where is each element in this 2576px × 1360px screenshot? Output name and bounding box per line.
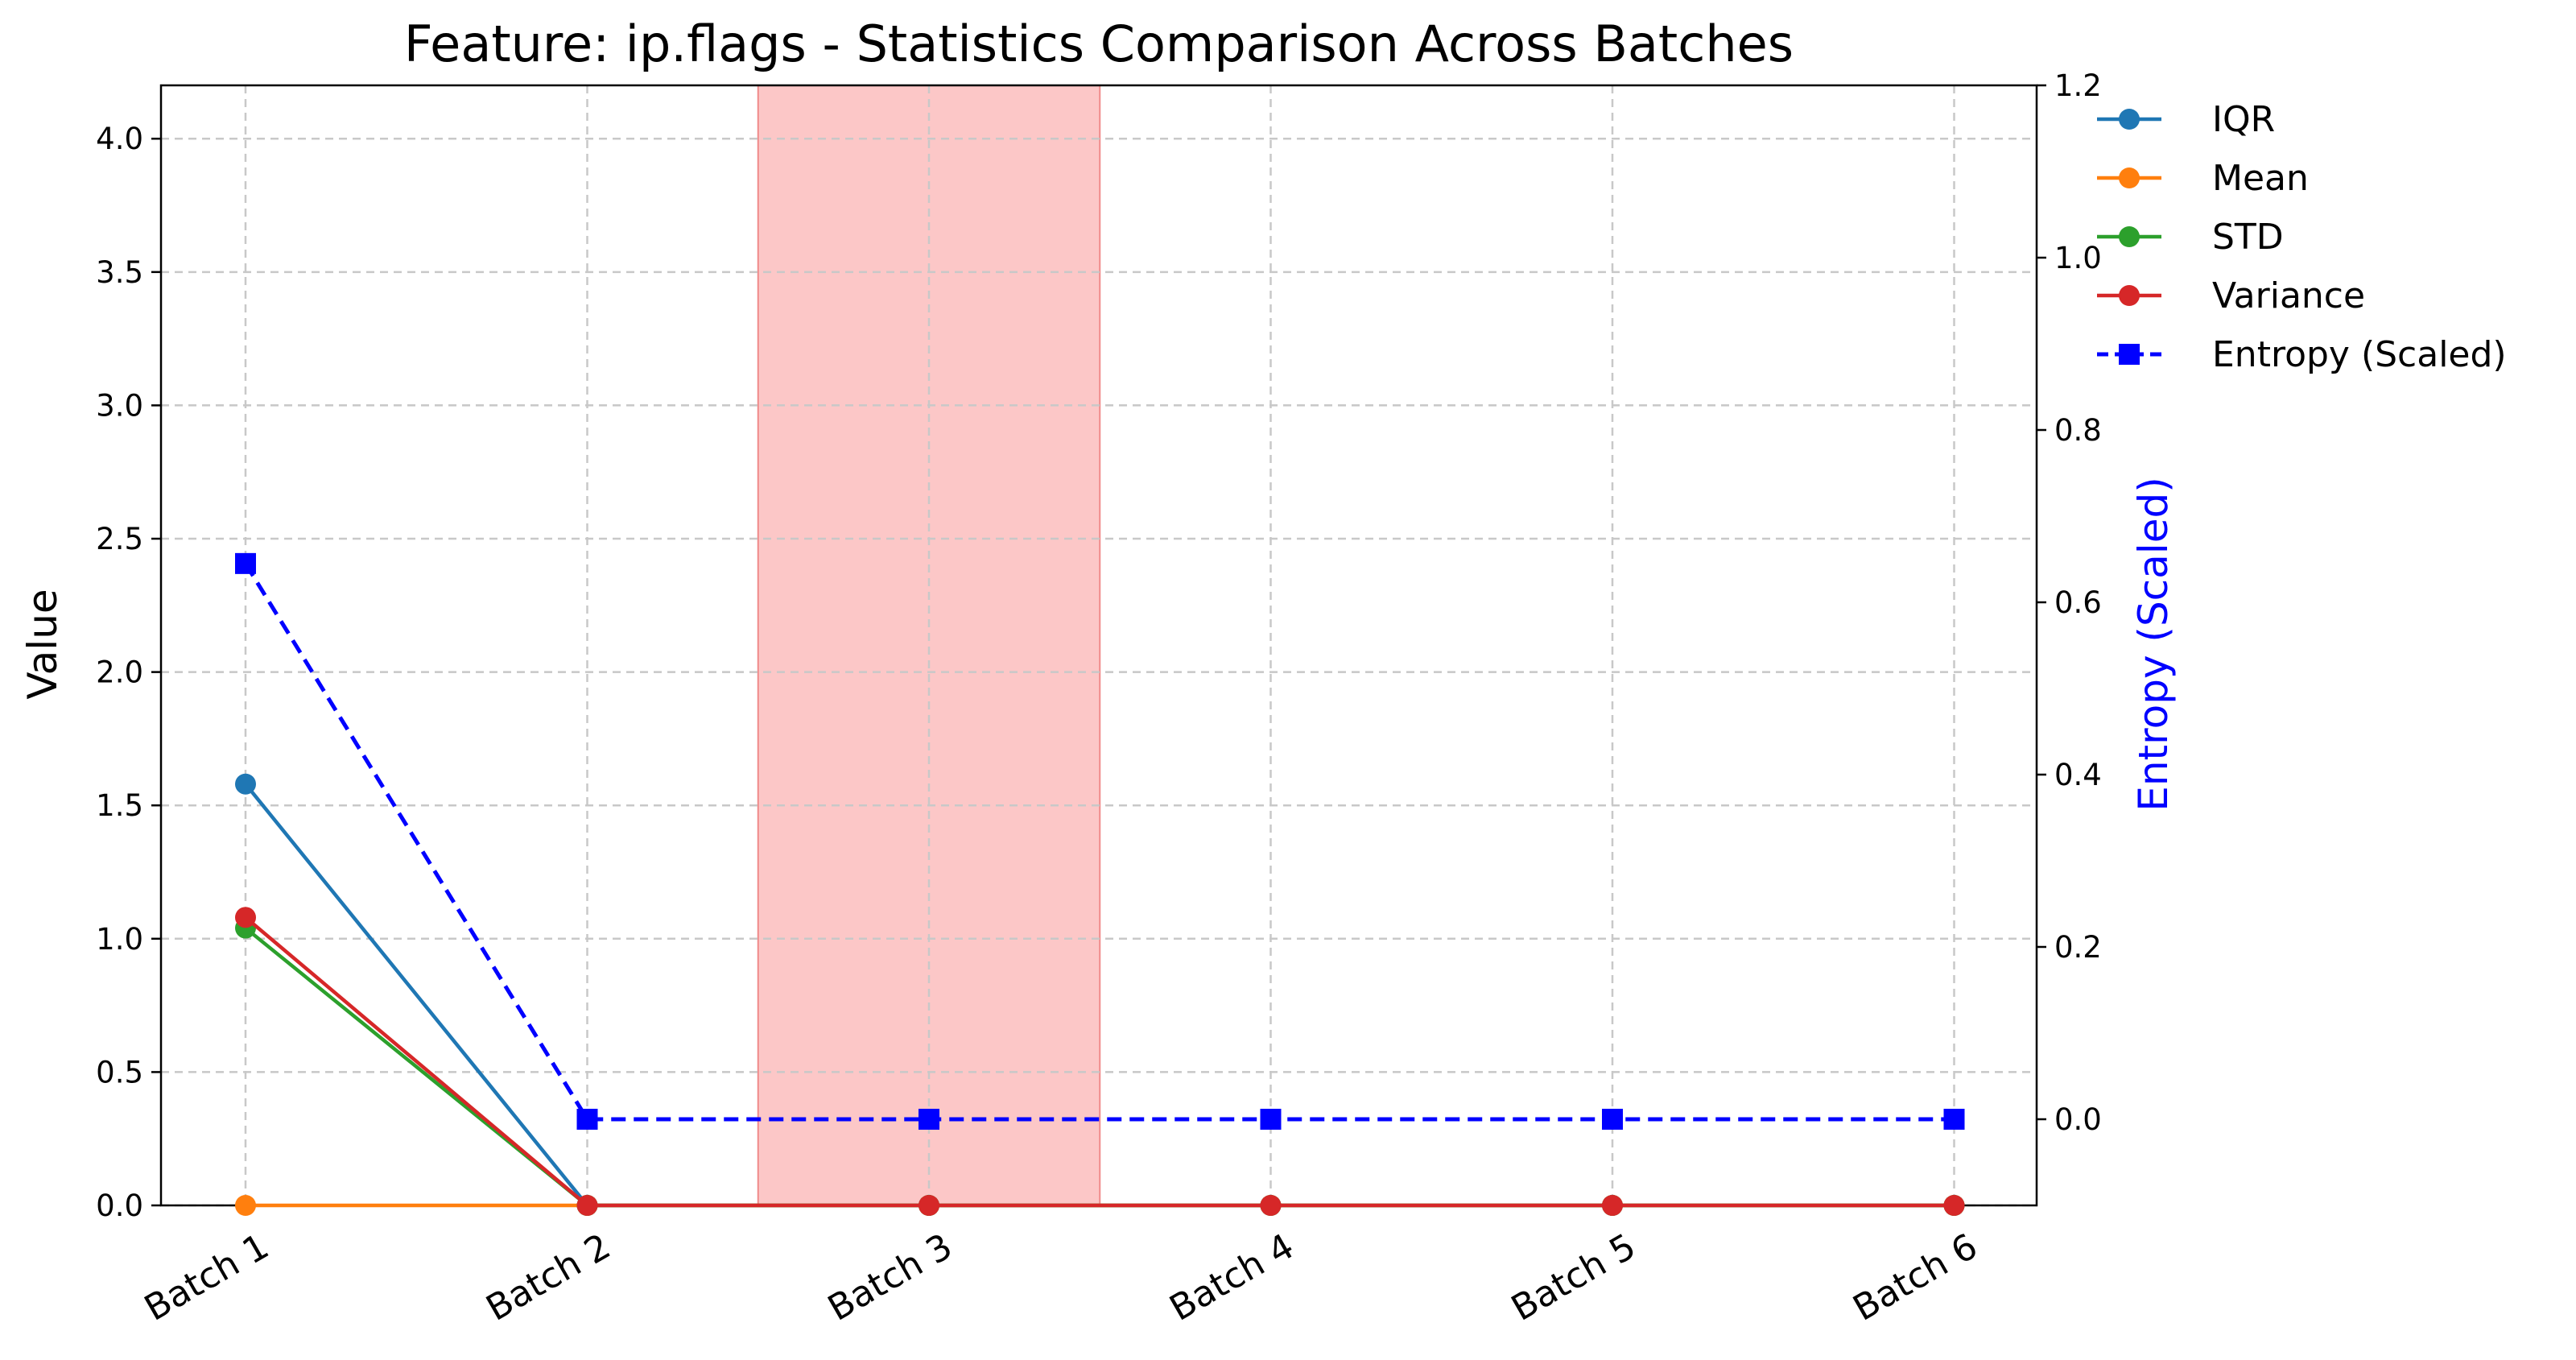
legend: IQR Mean STD Variance Entropy (Scaled) bbox=[2097, 99, 2507, 375]
y-axis-label: Value bbox=[19, 589, 66, 699]
data-point bbox=[1943, 1195, 1965, 1216]
data-point bbox=[1602, 1195, 1623, 1216]
legend-item: Variance bbox=[2097, 275, 2365, 316]
y-tick-label: 3.5 bbox=[96, 255, 143, 290]
data-point bbox=[1943, 1109, 1965, 1130]
legend-label: IQR bbox=[2212, 99, 2275, 140]
legend-item: Mean bbox=[2097, 158, 2309, 199]
data-point bbox=[235, 1195, 256, 1216]
x-tick-label: Batch 4 bbox=[1163, 1226, 1301, 1329]
y2-tick-label: 0.0 bbox=[2054, 1102, 2102, 1137]
y2-tick-label: 1.2 bbox=[2054, 68, 2102, 103]
legend-label: STD bbox=[2212, 217, 2284, 258]
data-point bbox=[919, 1109, 939, 1130]
legend-item: STD bbox=[2097, 217, 2284, 258]
legend-label: Entropy (Scaled) bbox=[2212, 334, 2507, 375]
series-layer bbox=[235, 552, 1965, 1216]
data-point bbox=[1260, 1195, 1282, 1216]
data-point bbox=[576, 1195, 598, 1216]
x-tick-label: Batch 6 bbox=[1847, 1226, 1984, 1329]
y2-tick-label: 0.2 bbox=[2054, 930, 2102, 965]
x-tick-label: Batch 5 bbox=[1505, 1226, 1642, 1329]
y-tick-label: 1.5 bbox=[96, 788, 143, 823]
legend-marker bbox=[2119, 167, 2140, 188]
grid-layer bbox=[161, 85, 2037, 1207]
y-tick-label: 4.0 bbox=[96, 122, 143, 156]
series-variance bbox=[235, 907, 1965, 1216]
legend-item: IQR bbox=[2097, 99, 2275, 140]
y-tick-label: 3.0 bbox=[96, 388, 143, 423]
chart-title: Feature: ip.flags - Statistics Compariso… bbox=[404, 14, 1794, 73]
y-tick-label: 2.5 bbox=[96, 522, 143, 556]
legend-marker bbox=[2119, 344, 2140, 365]
legend-label: Variance bbox=[2212, 275, 2365, 316]
legend-marker bbox=[2119, 109, 2140, 130]
data-point bbox=[919, 1195, 939, 1216]
legend-marker bbox=[2119, 226, 2140, 247]
data-point bbox=[1602, 1109, 1623, 1130]
y-tick-label: 2.0 bbox=[96, 655, 143, 690]
y-tick-label: 0.5 bbox=[96, 1055, 143, 1089]
series-line bbox=[243, 562, 1955, 1122]
series-entropy-scaled bbox=[235, 552, 1965, 1130]
data-point bbox=[235, 907, 256, 928]
data-point bbox=[576, 1109, 598, 1130]
legend-item: Entropy (Scaled) bbox=[2097, 334, 2507, 375]
x-tick-label: Batch 1 bbox=[138, 1226, 275, 1329]
data-point bbox=[235, 552, 256, 574]
legend-marker bbox=[2119, 285, 2140, 306]
y2-tick-label: 0.4 bbox=[2054, 758, 2102, 792]
y2-tick-label: 1.0 bbox=[2054, 241, 2102, 275]
legend-label: Mean bbox=[2212, 158, 2309, 199]
y-tick-label: 0.0 bbox=[96, 1188, 143, 1223]
series-line bbox=[244, 916, 1955, 1208]
y2-axis-label: Entropy (Scaled) bbox=[2130, 477, 2177, 811]
data-point bbox=[1260, 1109, 1282, 1130]
data-point bbox=[235, 773, 256, 795]
x-tick-label: Batch 2 bbox=[480, 1226, 617, 1329]
y-tick-label: 1.0 bbox=[96, 922, 143, 957]
y2-tick-label: 0.6 bbox=[2054, 585, 2102, 620]
x-tick-label: Batch 3 bbox=[821, 1226, 959, 1329]
y2-tick-label: 0.8 bbox=[2054, 413, 2102, 448]
